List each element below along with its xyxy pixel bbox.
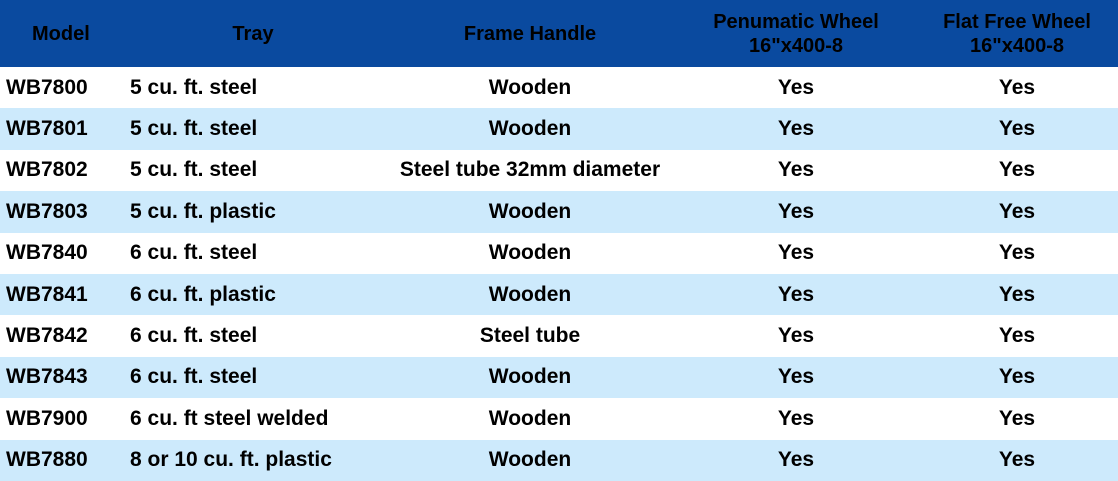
table-row: WB7900 6 cu. ft steel welded Wooden Yes Yes xyxy=(0,398,1118,439)
cell-model: WB7840 xyxy=(6,241,88,265)
cell-model: WB7880 xyxy=(6,448,88,472)
cell-flat-free-wheel: Yes xyxy=(998,117,1036,141)
table-row: WB7800 5 cu. ft. steel Wooden Yes Yes xyxy=(0,67,1118,108)
table-row: WB7803 5 cu. ft. plastic Wooden Yes Yes xyxy=(0,191,1118,233)
cell-pneumatic-wheel: Yes xyxy=(777,448,815,472)
cell-tray: 5 cu. ft. plastic xyxy=(130,199,276,223)
cell-tray: 8 or 10 cu. ft. plastic xyxy=(130,448,332,472)
cell-model: WB7802 xyxy=(6,158,88,182)
cell-pneumatic-wheel: Yes xyxy=(777,158,815,182)
cell-model: WB7841 xyxy=(6,282,88,306)
cell-frame-handle: Steel tube 32mm diameter xyxy=(399,158,661,182)
table-row: WB7802 5 cu. ft. steel Steel tube 32mm dia… xyxy=(0,150,1118,191)
cell-frame-handle: Wooden xyxy=(488,282,572,306)
cell-tray: 5 cu. ft. steel xyxy=(130,75,258,99)
cell-tray: 5 cu. ft. steel xyxy=(130,158,258,182)
cell-pneumatic-wheel: Yes xyxy=(777,199,815,223)
cell-flat-free-wheel: Yes xyxy=(998,75,1036,99)
cell-tray: 6 cu. ft. steel xyxy=(130,365,258,389)
cell-model: WB7800 xyxy=(6,75,88,99)
header-pneumatic-wheel: Penumatic Wheel 16"x400-8 xyxy=(676,0,916,67)
table-row: WB7880 8 or 10 cu. ft. plastic Wooden Yes Ye… xyxy=(0,439,1118,481)
cell-flat-free-wheel: Yes xyxy=(998,365,1036,389)
header-pneumatic-line1: Penumatic Wheel xyxy=(713,10,879,33)
header-tray: Tray xyxy=(232,22,274,45)
cell-flat-free-wheel: Yes xyxy=(998,448,1036,472)
cell-flat-free-wheel: Yes xyxy=(998,158,1036,182)
cell-flat-free-wheel: Yes xyxy=(998,282,1036,306)
cell-pneumatic-wheel: Yes xyxy=(777,365,815,389)
cell-frame-handle: Steel tube xyxy=(479,324,581,348)
cell-model: WB7801 xyxy=(6,117,88,141)
cell-tray: 5 cu. ft. steel xyxy=(130,117,258,141)
cell-frame-handle: Wooden xyxy=(488,406,572,430)
cell-flat-free-wheel: Yes xyxy=(998,241,1036,265)
cell-pneumatic-wheel: Yes xyxy=(777,117,815,141)
cell-tray: 6 cu. ft. steel xyxy=(130,324,258,348)
header-model: Model xyxy=(32,22,90,45)
cell-model: WB7803 xyxy=(6,199,88,223)
header-flatfree-line2: 16"x400-8 xyxy=(969,34,1064,57)
header-pneumatic-line2: 16"x400-8 xyxy=(748,34,843,57)
cell-frame-handle: Wooden xyxy=(488,448,572,472)
cell-tray: 6 cu. ft steel welded xyxy=(130,406,329,430)
cell-model: WB7843 xyxy=(6,365,88,389)
header-flat-free-wheel: Flat Free Wheel 16"x400-8 xyxy=(916,0,1118,67)
header-frame-handle: Frame Handle xyxy=(463,22,597,45)
cell-frame-handle: Wooden xyxy=(488,241,572,265)
cell-pneumatic-wheel: Yes xyxy=(777,324,815,348)
cell-pneumatic-wheel: Yes xyxy=(777,241,815,265)
cell-frame-handle: Wooden xyxy=(488,75,572,99)
table-row: WB7840 6 cu. ft. steel Wooden Yes Yes xyxy=(0,233,1118,274)
cell-frame-handle: Wooden xyxy=(488,365,572,389)
cell-tray: 6 cu. ft. steel xyxy=(130,241,258,265)
cell-tray: 6 cu. ft. plastic xyxy=(130,282,276,306)
cell-pneumatic-wheel: Yes xyxy=(777,282,815,306)
cell-frame-handle: Wooden xyxy=(488,199,572,223)
cell-flat-free-wheel: Yes xyxy=(998,199,1036,223)
cell-pneumatic-wheel: Yes xyxy=(777,75,815,99)
cell-flat-free-wheel: Yes xyxy=(998,406,1036,430)
cell-flat-free-wheel: Yes xyxy=(998,324,1036,348)
cell-model: WB7900 xyxy=(6,406,88,430)
table-row: WB7842 6 cu. ft. steel Steel tube Yes Yes xyxy=(0,315,1118,356)
header-flatfree-line1: Flat Free Wheel xyxy=(943,10,1091,33)
header-row: Model Tray Frame Handle Penumatic Wheel 1… xyxy=(0,0,1118,67)
table-row: WB7801 5 cu. ft. steel Wooden Yes Yes xyxy=(0,108,1118,150)
table-row: WB7843 6 cu. ft. steel Wooden Yes Yes xyxy=(0,356,1118,399)
cell-frame-handle: Wooden xyxy=(488,117,572,141)
table-row: WB7841 6 cu. ft. plastic Wooden Yes Yes xyxy=(0,273,1118,316)
cell-model: WB7842 xyxy=(6,324,88,348)
cell-pneumatic-wheel: Yes xyxy=(777,406,815,430)
